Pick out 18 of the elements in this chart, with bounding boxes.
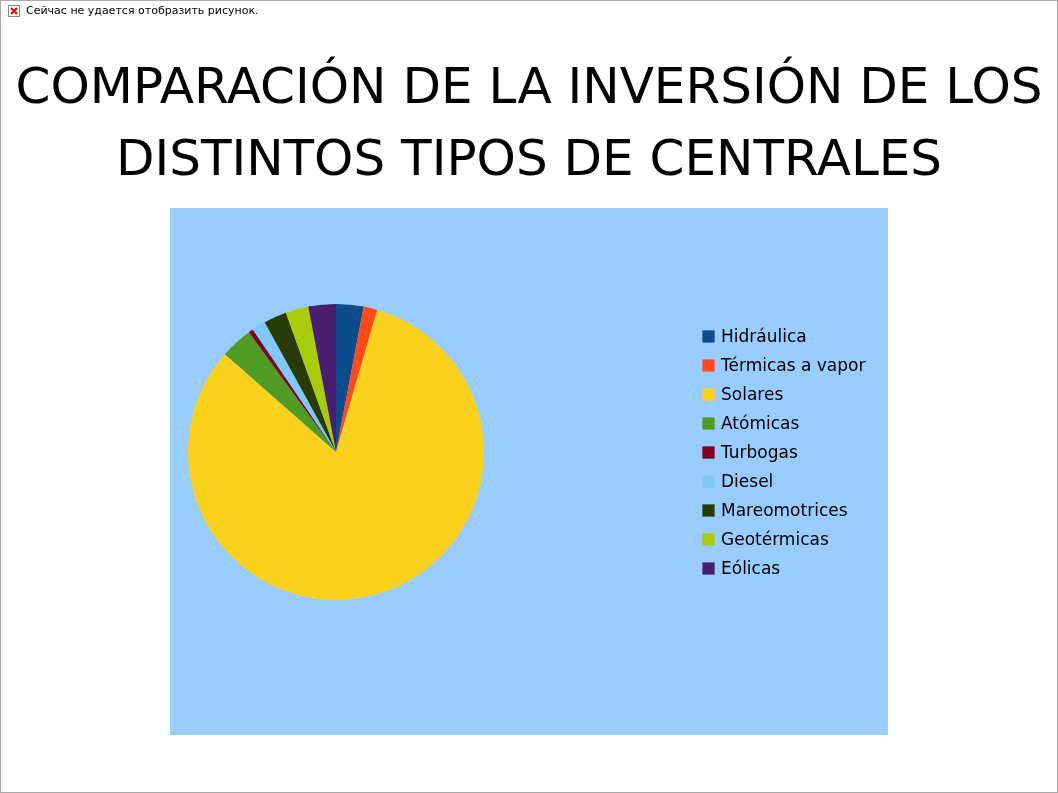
- chart-title: COMPARACIÓN DE LA INVERSIÓN DE LOS DISTINTOS TIPOS DE CENTRALES: [14, 55, 1044, 189]
- legend-label: Turbogas: [720, 441, 798, 462]
- pie-slice: [336, 304, 364, 452]
- legend-label: Geotérmicas: [721, 528, 829, 549]
- pie-slice: [264, 312, 336, 452]
- legend-label: Solares: [721, 383, 784, 404]
- pie-slice: [308, 304, 336, 452]
- legend-label: Eólicas: [721, 557, 781, 578]
- pie-slice: [224, 332, 336, 452]
- legend-label: Diesel: [721, 470, 774, 491]
- pie-slice: [188, 309, 484, 600]
- legend-label: Atómicas: [721, 412, 800, 433]
- text: Сейчас не удается отобразить рисунок.: [26, 4, 259, 17]
- legend-label: Térmicas a vapor: [720, 354, 866, 375]
- pie-slice: [336, 306, 378, 452]
- pie-slice: [285, 306, 336, 452]
- legend-label: Mareomotrices: [721, 499, 848, 520]
- legend-label: Hidráulica: [721, 325, 807, 346]
